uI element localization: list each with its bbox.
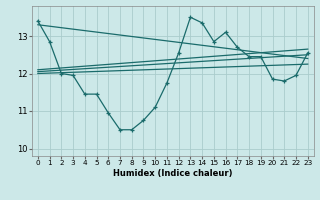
- X-axis label: Humidex (Indice chaleur): Humidex (Indice chaleur): [113, 169, 233, 178]
